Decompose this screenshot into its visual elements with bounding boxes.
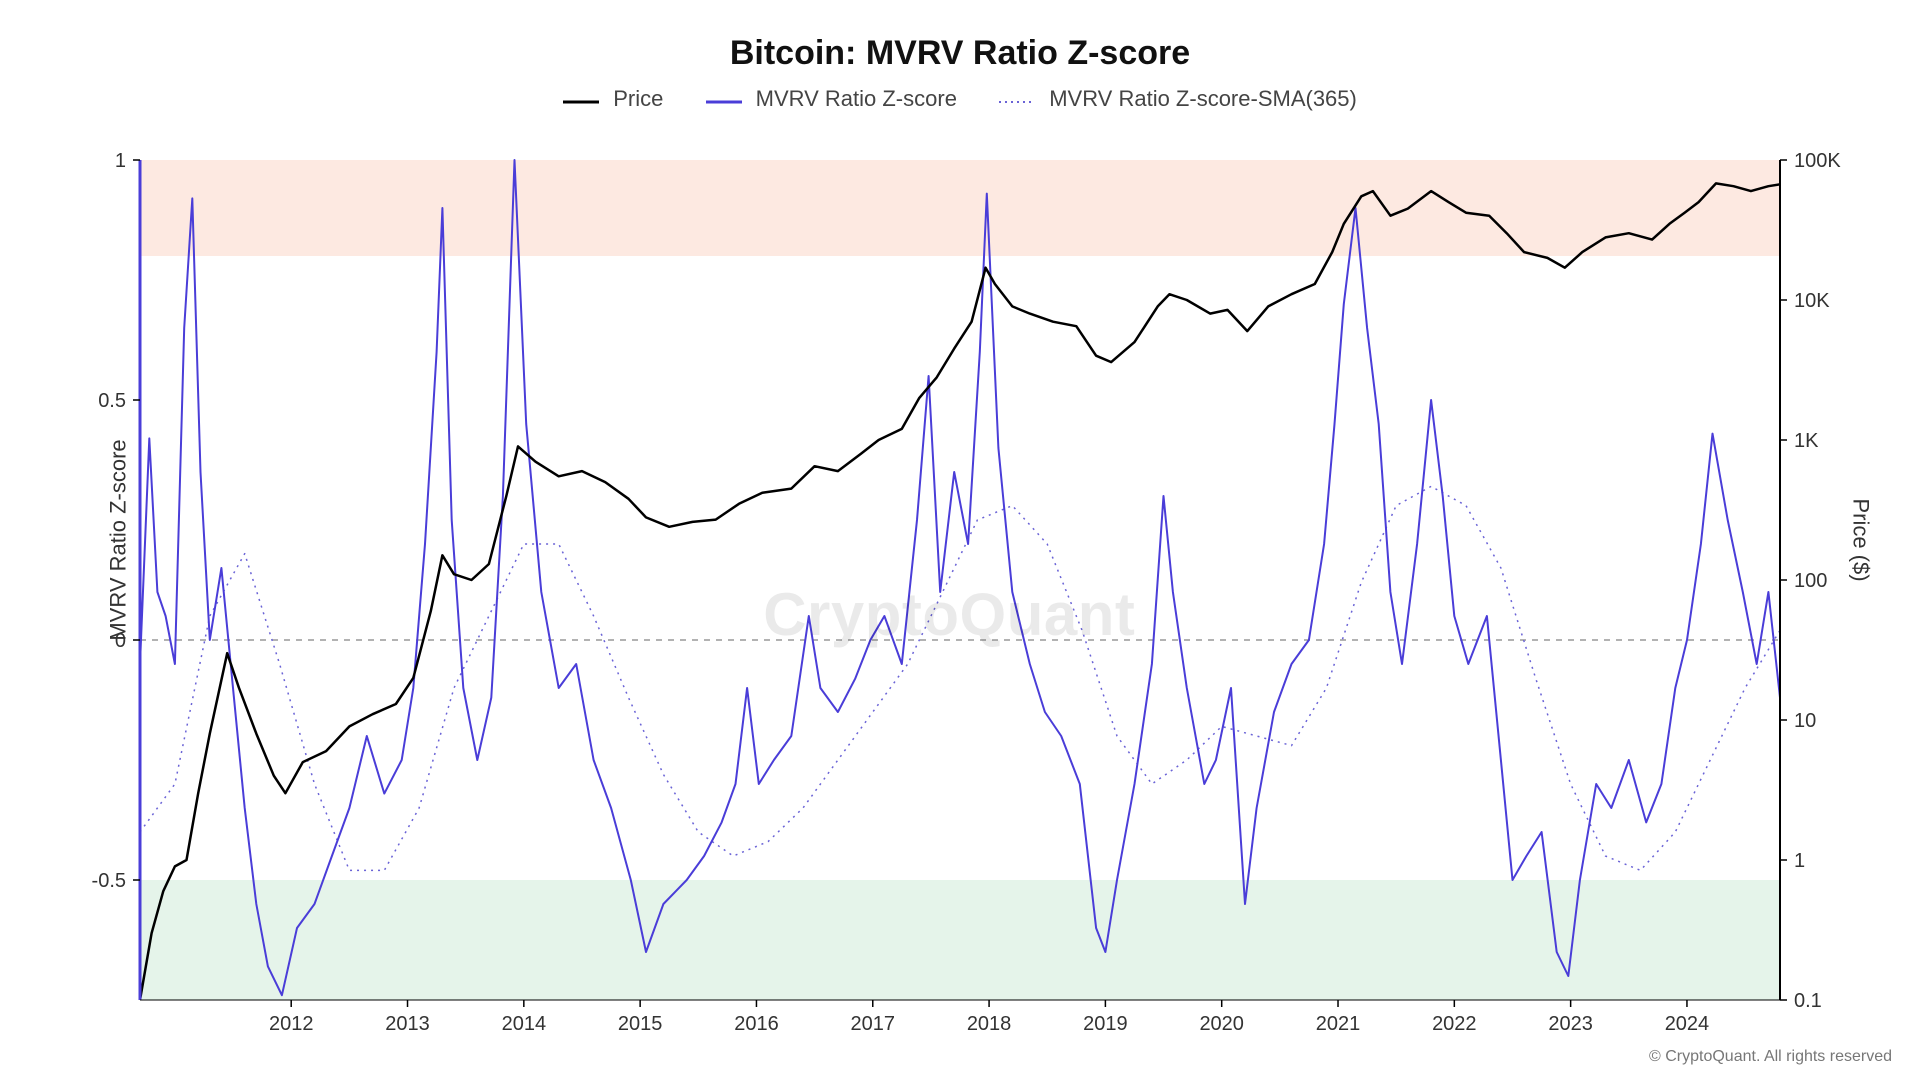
left-tick-label: -0.5 xyxy=(92,870,126,892)
x-tick-label: 2021 xyxy=(1316,1013,1361,1035)
series-price xyxy=(140,183,1780,1000)
left-tick-label: 1 xyxy=(115,150,126,172)
x-tick-label: 2022 xyxy=(1432,1013,1477,1035)
lower-band xyxy=(140,880,1780,1000)
right-tick-label: 100 xyxy=(1794,570,1827,592)
right-tick-label: 100K xyxy=(1794,150,1841,172)
right-tick-label: 1 xyxy=(1794,850,1805,872)
x-tick-label: 2015 xyxy=(618,1013,663,1035)
left-tick-label: 0.5 xyxy=(98,390,126,412)
right-tick-label: 10 xyxy=(1794,710,1816,732)
plot-area: -0.5 0 0.5 1 0.1 1 10 100 1K 10K 100K 2012 2013 2014 2… xyxy=(0,0,1920,1080)
right-tick-label: 0.1 xyxy=(1794,990,1822,1012)
x-tick-label: 2013 xyxy=(385,1013,430,1035)
chart-container: Bitcoin: MVRV Ratio Z-score Price MVRV R… xyxy=(0,0,1920,1080)
series-sma xyxy=(140,486,1780,870)
x-tick-label: 2018 xyxy=(967,1013,1012,1035)
x-tick-label: 2012 xyxy=(269,1013,314,1035)
x-tick-label: 2020 xyxy=(1199,1013,1244,1035)
x-tick-label: 2014 xyxy=(502,1013,547,1035)
right-tick-label: 10K xyxy=(1794,290,1830,312)
x-tick-label: 2017 xyxy=(851,1013,896,1035)
x-tick-label: 2016 xyxy=(734,1013,779,1035)
series-mvrv xyxy=(140,160,1780,995)
x-tick-label: 2023 xyxy=(1548,1013,1593,1035)
left-tick-label: 0 xyxy=(115,630,126,652)
x-tick-label: 2019 xyxy=(1083,1013,1128,1035)
right-tick-label: 1K xyxy=(1794,430,1819,452)
upper-band xyxy=(140,160,1780,256)
attribution: © CryptoQuant. All rights reserved xyxy=(1649,1048,1892,1066)
x-tick-label: 2024 xyxy=(1665,1013,1710,1035)
